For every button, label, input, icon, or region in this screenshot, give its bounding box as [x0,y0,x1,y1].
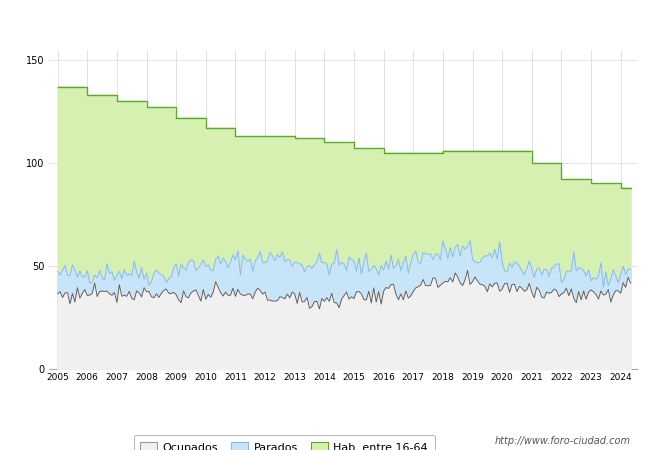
Text: Carbellino - Evolucion de la poblacion en edad de Trabajar Mayo de 2024: Carbellino - Evolucion de la poblacion e… [109,17,541,30]
Text: http://www.foro-ciudad.com: http://www.foro-ciudad.com [495,436,630,446]
Legend: Ocupados, Parados, Hab. entre 16-64: Ocupados, Parados, Hab. entre 16-64 [133,435,435,450]
